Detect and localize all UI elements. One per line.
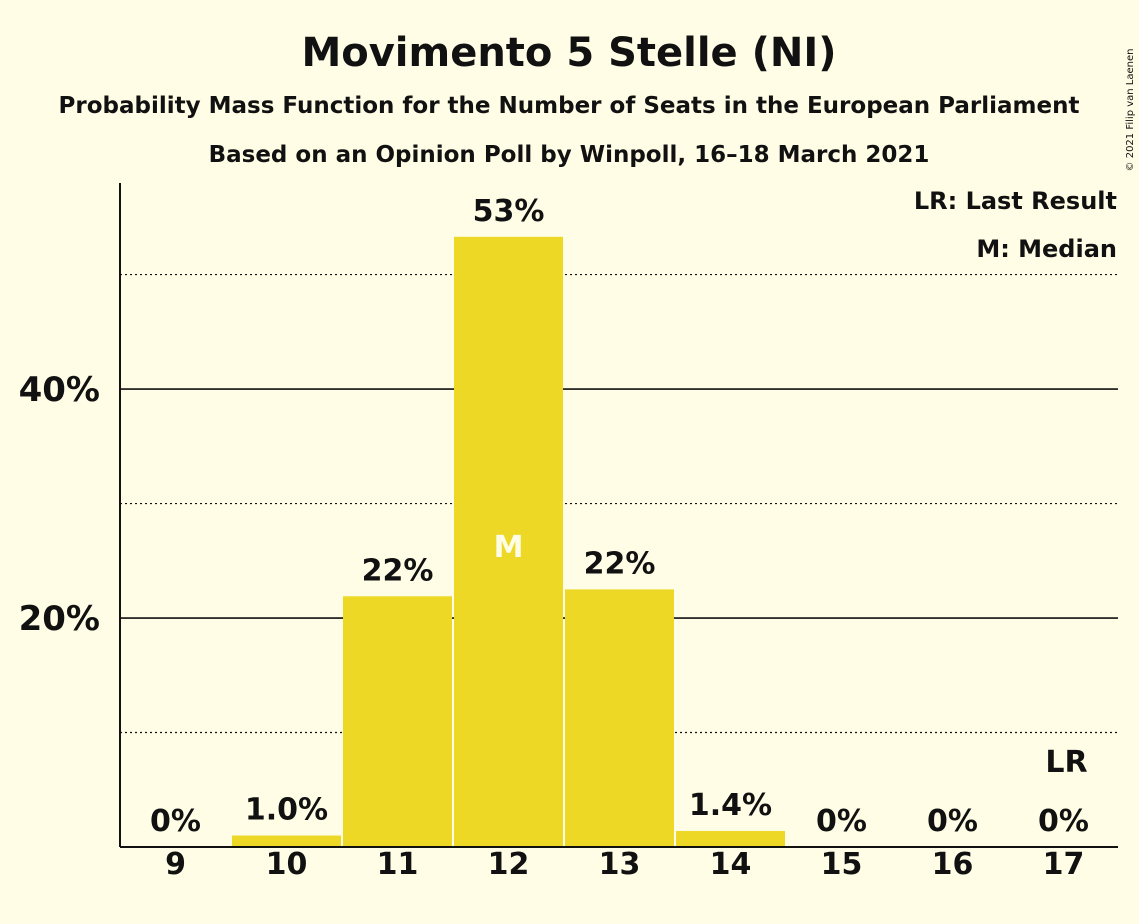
bar (565, 589, 674, 847)
bar (454, 236, 563, 848)
data-label: 1.4% (689, 788, 772, 823)
x-tick-label: 16 (932, 847, 974, 882)
data-label: 0% (150, 804, 201, 839)
bar (232, 835, 341, 847)
chart-title: Movimento 5 Stelle (NI) (301, 30, 836, 76)
copyright-text: © 2021 Filip van Laenen (1125, 49, 1136, 172)
data-label: 22% (584, 546, 656, 581)
x-tick-label: 14 (710, 847, 752, 882)
data-label: 1.0% (245, 793, 328, 828)
bars (232, 236, 785, 848)
x-tick-label: 13 (599, 847, 641, 882)
median-marker: M (494, 530, 524, 565)
chart-subtitle: Probability Mass Function for the Number… (59, 93, 1080, 119)
bar (676, 830, 785, 847)
last-result-marker: LR (1045, 745, 1087, 780)
x-tick-label: 10 (266, 847, 308, 882)
x-tick-label: 9 (165, 847, 186, 882)
x-tick-label: 15 (821, 847, 863, 882)
chart-subtitle-poll: Based on an Opinion Poll by Winpoll, 16–… (209, 142, 930, 168)
legend-last-result: LR: Last Result (914, 187, 1117, 215)
data-label: 0% (816, 804, 867, 839)
bar (343, 596, 452, 847)
x-tick-label: 17 (1043, 847, 1085, 882)
x-tick-label: 11 (377, 847, 419, 882)
axes (119, 183, 1118, 848)
data-label: 53% (473, 194, 545, 229)
data-labels: 0% 9 1.0% 10 22% 11 53% 12 22% 13 1.4% 14 0% 15 0% 16 0%… (150, 194, 1089, 882)
y-tick-label: 40% (19, 370, 100, 410)
data-label: 0% (1038, 804, 1089, 839)
x-tick-label: 12 (488, 847, 530, 882)
data-label: 0% (927, 804, 978, 839)
data-label: 22% (362, 553, 434, 588)
legend-median: M: Median (976, 235, 1117, 263)
y-tick-label: 20% (19, 599, 100, 639)
